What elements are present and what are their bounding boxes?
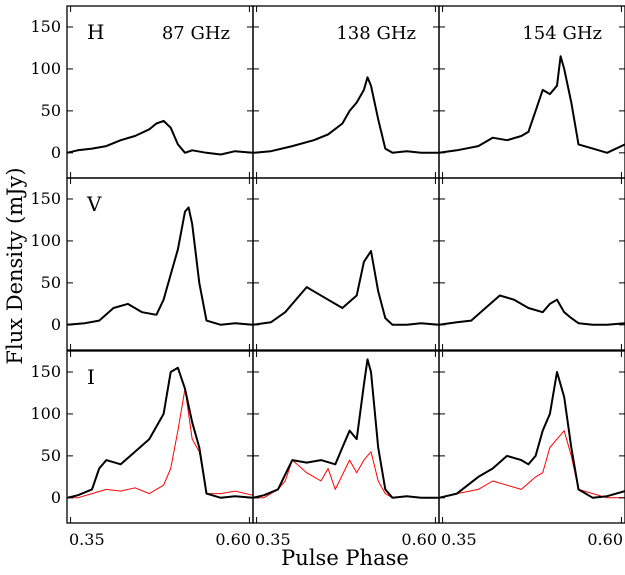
x-tick-label: 0.35 [69,530,105,549]
panel-grid: 0 50 100 150 H 87 GHz 138 GHz 154 GHz 0 50 100 150 V… [30,5,625,549]
y-tick-label: 0 [51,143,61,162]
y-tick-label: 150 [30,189,61,208]
profile-series-line [252,358,439,499]
profile-series-line [252,76,439,154]
y-tick-label: 150 [30,17,61,36]
row-label-v: V [86,192,102,216]
profile-series-line [66,119,254,156]
y-tick-label: 50 [41,273,61,292]
row-label-h: H [87,20,104,44]
panel-h-1: 0 50 100 150 H 87 GHz [30,5,254,179]
y-tick-label: 50 [41,101,61,120]
y-tick-label: 0 [51,315,61,334]
x-axis-label: Pulse Phase [281,546,409,570]
y-tick-label: 100 [30,59,61,78]
y-tick-label: 150 [30,362,61,381]
column-label: 138 GHz [336,23,416,44]
panel-h-3: 154 GHz [438,5,625,179]
x-tick-label: 0.35 [255,530,291,549]
panel-i-3: 0.35 0.60 [438,350,625,549]
profile-series-line [438,55,625,154]
x-tick-label: 0.60 [587,530,623,549]
overlay-series-line [438,430,625,499]
y-axis-label: Flux Density (mJy) [3,167,27,364]
row-label-i: I [87,365,95,389]
panel-frame [438,350,625,524]
y-tick-label: 100 [30,231,61,250]
panel-i-2: 0.35 0.60 [252,350,440,549]
y-tick-label: 0 [51,488,61,507]
profile-series-line [66,366,254,499]
panel-i-1: 0 50 100 150 0.35 0.60 I [30,350,254,549]
profile-series-line [438,371,625,499]
y-tick-label: 100 [30,404,61,423]
x-tick-label: 0.60 [401,530,437,549]
panel-v-3 [438,177,625,351]
profile-series-line [66,206,254,326]
profile-series-line [252,250,440,326]
column-label: 87 GHz [162,23,230,44]
overlay-series-line [253,451,439,499]
column-label: 154 GHz [522,23,602,44]
panel-v-1: 0 50 100 150 V [30,177,254,351]
panel-frame [438,177,625,351]
y-tick-label: 50 [41,446,61,465]
x-tick-label: 0.60 [215,530,251,549]
x-tick-label: 0.35 [441,530,477,549]
panel-h-2: 138 GHz [252,5,440,179]
profile-series-line [438,294,625,326]
panel-v-2 [252,177,440,351]
